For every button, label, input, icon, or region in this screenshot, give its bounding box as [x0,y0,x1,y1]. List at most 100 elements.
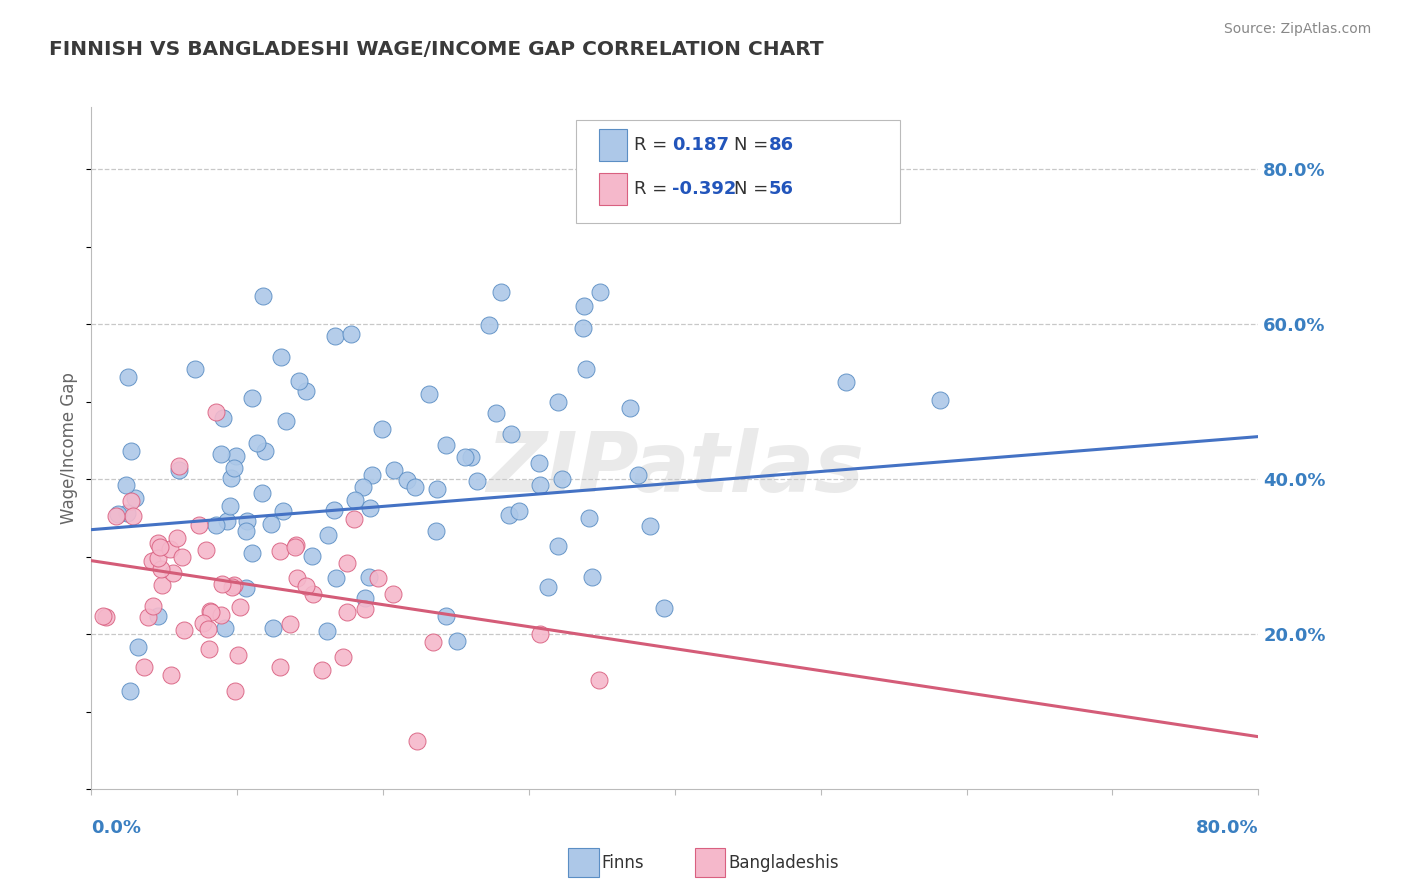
Point [159,668,181,682]
Point [105,508,128,523]
Point [269,660,291,674]
Text: Bangladeshis: Bangladeshis [728,854,839,871]
Point [575,362,598,376]
Text: Finns: Finns [602,854,644,871]
Point [529,478,551,492]
Point [200,605,222,619]
Point [167,463,190,477]
Point [301,549,323,563]
Point [224,684,246,698]
Point [332,649,354,664]
Point [454,450,477,464]
Point [118,683,141,698]
Point [222,461,245,475]
Point [122,509,145,524]
Point [353,591,375,605]
Point [270,351,292,365]
Point [262,621,284,635]
Point [301,587,323,601]
Point [589,285,612,300]
Point [425,524,447,539]
Point [352,480,374,494]
Point [336,556,359,570]
Point [221,580,243,594]
Point [588,673,610,687]
Point [166,531,188,545]
Point [191,615,214,630]
Point [508,504,530,518]
Point [148,609,170,624]
Point [194,542,217,557]
Point [225,449,247,463]
Point [285,571,308,585]
Point [353,601,375,615]
Point [316,528,339,542]
Point [572,321,595,335]
Point [219,471,242,485]
Point [215,515,238,529]
Point [340,326,363,341]
Point [115,506,138,520]
Point [404,480,426,494]
Point [205,405,228,419]
Point [278,617,301,632]
Point [198,604,221,618]
Y-axis label: Wage/Income Gap: Wage/Income Gap [60,372,79,524]
Point [170,549,193,564]
Point [209,447,232,461]
Point [640,519,662,533]
Point [236,514,259,528]
Point [465,475,488,489]
Point [149,561,172,575]
Point [426,482,449,496]
Point [219,500,242,514]
Text: N =: N = [734,136,768,154]
Point [132,660,155,674]
Point [295,579,318,593]
Point [252,289,274,303]
Point [246,436,269,450]
Text: -0.392: -0.392 [672,180,737,198]
Point [527,456,550,470]
Point [187,517,209,532]
Point [343,493,366,508]
Point [226,648,249,662]
Point [361,467,384,482]
Point [211,411,233,425]
Point [343,512,366,526]
Point [162,566,184,580]
Point [547,395,569,409]
Point [149,541,172,555]
Point [159,541,181,556]
Point [367,571,389,585]
Point [325,571,347,585]
Point [446,633,468,648]
Point [276,414,298,428]
Point [382,463,405,477]
Text: 56: 56 [769,180,794,198]
Point [578,510,600,524]
Point [124,491,146,505]
Point [285,538,308,552]
Point [323,329,346,343]
Point [173,624,195,638]
Point [228,600,250,615]
Text: 86: 86 [769,136,794,154]
Point [382,587,405,601]
Point [167,458,190,473]
Point [269,544,291,558]
Point [260,516,283,531]
Point [316,624,339,639]
Point [214,621,236,635]
Point [235,524,257,538]
Point [434,608,457,623]
Point [253,443,276,458]
Point [150,577,173,591]
Point [146,550,169,565]
Point [835,375,858,389]
Point [96,610,118,624]
Point [127,640,149,654]
Point [142,599,165,614]
Point [120,493,142,508]
Point [136,610,159,624]
